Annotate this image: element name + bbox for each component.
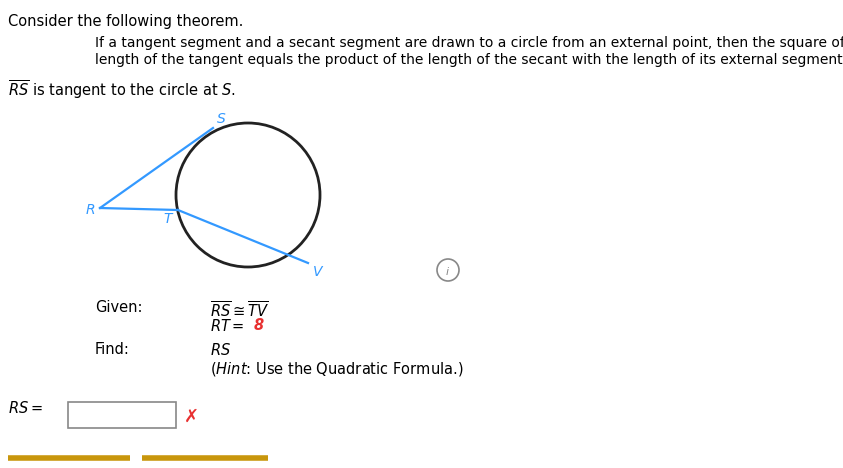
Text: $S$: $S$	[216, 112, 227, 126]
Text: $RS$: $RS$	[210, 342, 231, 358]
Text: ✗: ✗	[184, 408, 199, 426]
FancyBboxPatch shape	[68, 402, 176, 428]
Text: $RS = $: $RS = $	[8, 400, 43, 416]
Text: Find:: Find:	[95, 342, 130, 357]
Text: 8: 8	[254, 318, 264, 333]
Text: $\overline{RS} \cong \overline{TV}$: $\overline{RS} \cong \overline{TV}$	[210, 300, 269, 320]
Text: If a tangent segment and a secant segment are drawn to a circle from an external: If a tangent segment and a secant segmen…	[95, 36, 843, 50]
Text: $R$: $R$	[84, 203, 95, 217]
Text: $\overline{RS}$ is tangent to the circle at $S$.: $\overline{RS}$ is tangent to the circle…	[8, 78, 236, 101]
Text: Consider the following theorem.: Consider the following theorem.	[8, 14, 244, 29]
Text: $RT = $: $RT = $	[210, 318, 244, 334]
Text: $i$: $i$	[445, 265, 450, 277]
Text: ($Hint$: Use the Quadratic Formula.): ($Hint$: Use the Quadratic Formula.)	[210, 360, 464, 378]
Text: $V$: $V$	[312, 265, 325, 279]
Text: length of the tangent equals the product of the length of the secant with the le: length of the tangent equals the product…	[95, 53, 843, 67]
Text: $T$: $T$	[163, 212, 174, 226]
Text: Given:: Given:	[95, 300, 142, 315]
